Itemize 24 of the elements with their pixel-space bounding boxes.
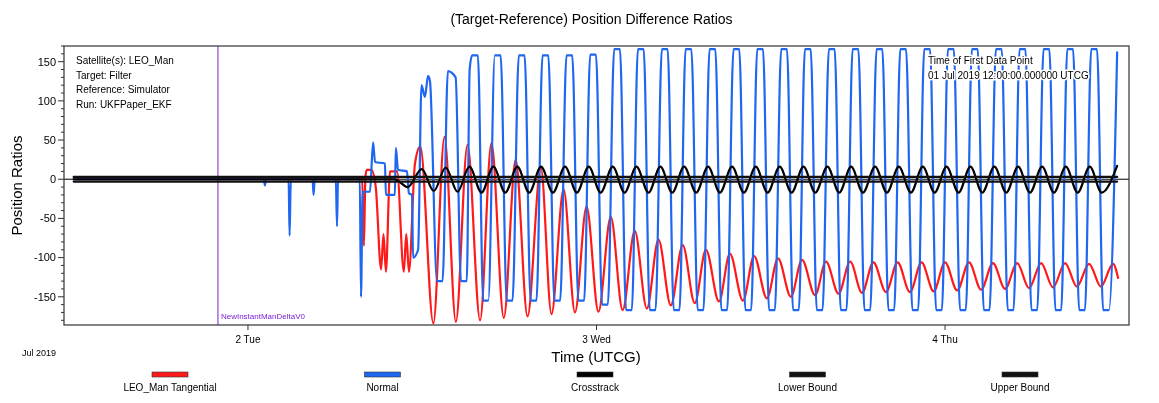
legend-label: Crosstrack bbox=[571, 382, 620, 393]
annotation: Target: Filter bbox=[76, 69, 133, 81]
y-tick-label: 150 bbox=[37, 55, 56, 68]
x-axis-title: Time (UTCG) bbox=[551, 348, 641, 365]
y-tick-label: 0 bbox=[49, 173, 56, 186]
x-tick-label: 4 Thu bbox=[932, 334, 958, 345]
y-tick-label: -50 bbox=[40, 212, 56, 225]
y-tick-label: 100 bbox=[37, 94, 56, 107]
annotation: Reference: Simulator bbox=[76, 84, 171, 95]
x-tick-label: 2 Tue bbox=[235, 334, 261, 345]
chart-title: (Target-Reference) Position Difference Ratios bbox=[450, 11, 733, 27]
legend-label: LEO_Man Tangential bbox=[123, 382, 217, 393]
y-tick-label: -150 bbox=[33, 290, 56, 303]
legend-label: Normal bbox=[366, 382, 399, 393]
x-tick-label: 3 Wed bbox=[582, 334, 611, 345]
annotation: Run: UKFPaper_EKF bbox=[76, 98, 172, 110]
y-tick-label: 50 bbox=[43, 133, 56, 146]
ref-line-label: NewInstantManDeltaV0 bbox=[220, 312, 306, 321]
legend-label: Lower Bound bbox=[778, 382, 837, 393]
legend-label: Upper Bound bbox=[990, 382, 1050, 393]
annotation: Satellite(s): LEO_Man bbox=[76, 55, 174, 66]
text: Jul 2019 bbox=[22, 348, 57, 358]
y-tick-label: -100 bbox=[33, 251, 56, 264]
y-axis-title: Position Ratios bbox=[8, 135, 25, 236]
